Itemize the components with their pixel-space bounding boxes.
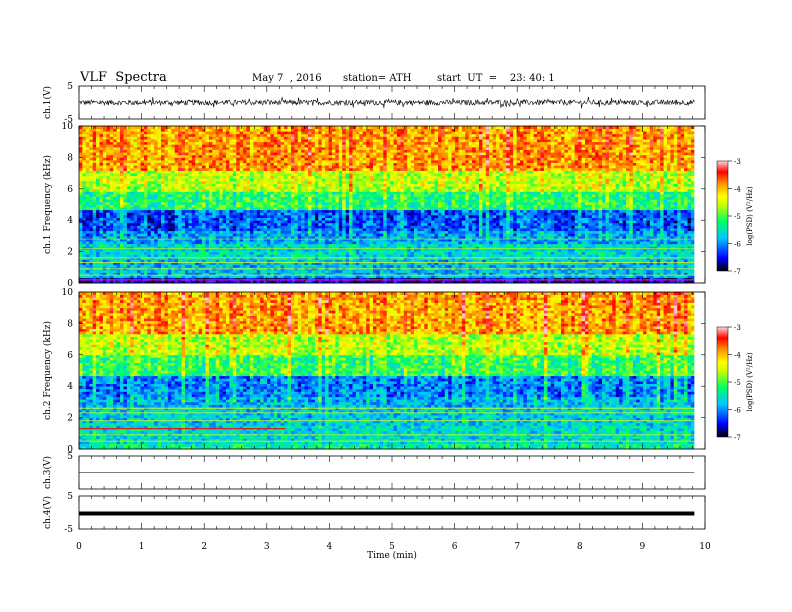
x-tick-label: 3 — [264, 542, 270, 552]
y-tick-label: 10 — [62, 122, 74, 132]
x-tick-label: 6 — [452, 542, 458, 552]
ch1-spectrogram-ylabel: ch.1 Frequency (kHz) — [42, 155, 53, 254]
x-tick-label: 8 — [577, 542, 583, 552]
colorbar-tick-label: -4 — [734, 186, 741, 194]
x-tick-label: 5 — [389, 542, 395, 552]
colorbar-tick-label: -7 — [734, 268, 741, 276]
y-tick-label: 8 — [67, 153, 73, 163]
colorbar-tick-label: -7 — [734, 434, 741, 442]
x-tick-label: 4 — [327, 542, 333, 552]
ch1-waveform-ylabel: ch.1(V) — [42, 86, 53, 119]
ch2-spectrogram-ylabel: ch.2 Frequency (kHz) — [42, 321, 53, 420]
ch1-waveform-line — [78, 96, 695, 109]
y-tick-label: 5 — [67, 82, 73, 92]
x-tick-label: 10 — [699, 542, 711, 552]
y-tick-label: 5 — [67, 452, 73, 462]
y-tick-label: 2 — [67, 248, 73, 258]
date-label: May 7 , 2016 — [252, 73, 322, 84]
y-tick-label: -5 — [64, 525, 73, 535]
ch2-spectrogram-heatmap — [79, 292, 705, 450]
chart-title: VLF Spectra — [80, 70, 167, 85]
y-tick-label: -5 — [64, 115, 73, 125]
ch4-waveform-ylabel: ch.4(V) — [42, 496, 53, 529]
y-tick-label: 4 — [67, 216, 73, 226]
colorbar-tick-label: -5 — [734, 379, 741, 387]
x-tick-label: 9 — [640, 542, 646, 552]
colorbar-label: log(PSD) (V²/Hz) — [746, 352, 754, 411]
colorbar-tick-label: -6 — [734, 241, 741, 249]
y-tick-label: 6 — [67, 351, 73, 361]
colorbar-tick-label: -3 — [734, 324, 741, 332]
colorbar-label: log(PSD) (V²/Hz) — [746, 186, 754, 245]
y-tick-label: 6 — [67, 185, 73, 195]
x-axis-label: Time (min) — [367, 550, 417, 561]
colorbar-tick-label: -3 — [734, 158, 741, 166]
colorbar-tick-label: -6 — [734, 407, 741, 415]
y-tick-label: 10 — [62, 288, 74, 298]
y-tick-label: 4 — [67, 382, 73, 392]
station-label: station= ATH — [343, 73, 411, 84]
ch1-spectrogram-heatmap — [79, 126, 705, 284]
x-tick-label: 0 — [76, 542, 82, 552]
y-tick-label: 0 — [67, 279, 73, 289]
colorbar-tick-label: -5 — [734, 213, 741, 221]
start-time-label: start UT = 23: 40: 1 — [437, 73, 555, 84]
x-tick-label: 2 — [201, 542, 207, 552]
ch2-colorbar — [716, 326, 729, 438]
colorbar-tick-label: -4 — [734, 352, 741, 360]
y-tick-label: 2 — [67, 414, 73, 424]
y-tick-label: 8 — [67, 319, 73, 329]
y-tick-label: 0 — [67, 445, 73, 455]
x-tick-label: 1 — [139, 542, 145, 552]
ch3-waveform-ylabel: ch.3(V) — [42, 456, 53, 489]
ch1-colorbar — [716, 160, 729, 272]
x-tick-label: 7 — [514, 542, 520, 552]
y-tick-label: 5 — [67, 492, 73, 502]
